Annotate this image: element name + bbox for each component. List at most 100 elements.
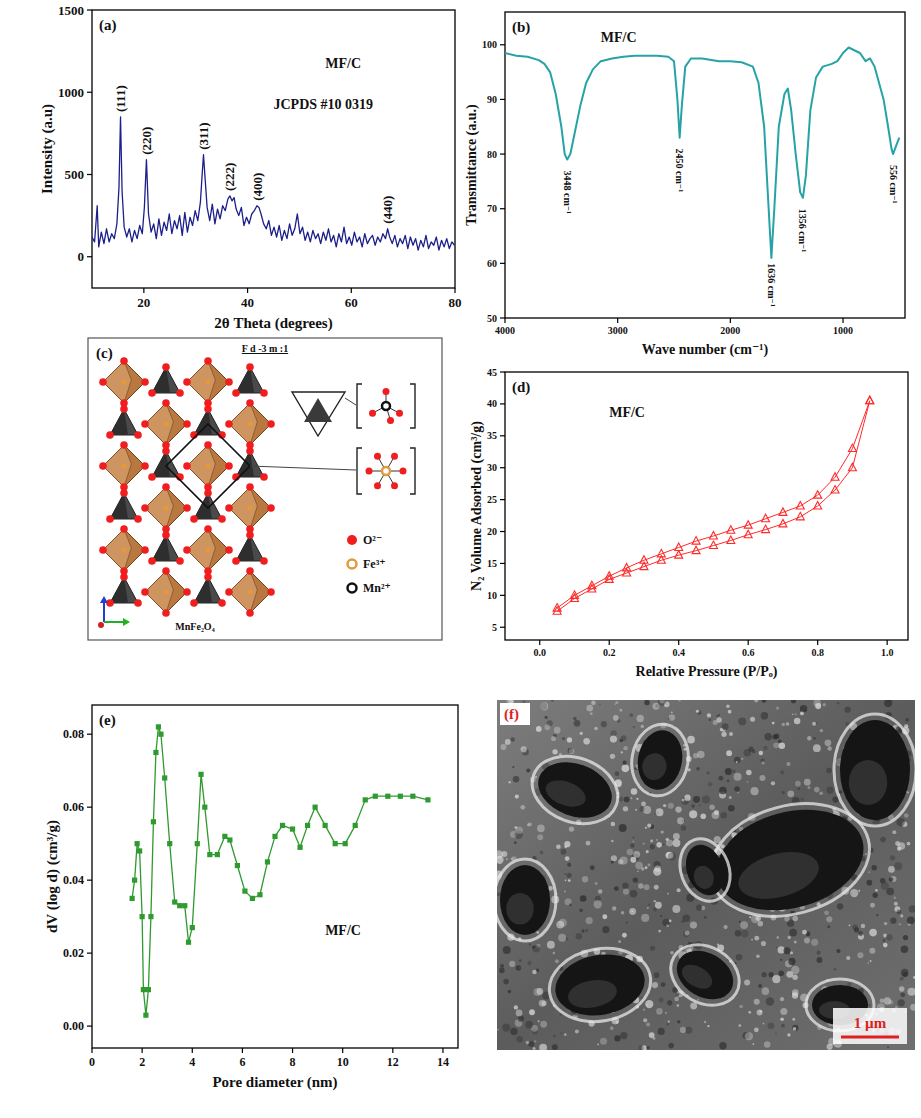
sem-grain xyxy=(886,934,893,941)
data-area xyxy=(130,724,431,1017)
sem-grain xyxy=(568,879,571,882)
sem-grain xyxy=(645,866,648,869)
pore-rim xyxy=(544,941,657,1030)
tetrahedron xyxy=(110,577,138,603)
peak-label: (311) xyxy=(196,122,211,149)
sem-grain xyxy=(748,1011,751,1014)
sem-grain xyxy=(766,997,774,1005)
marker xyxy=(130,896,135,901)
tetrahedron xyxy=(152,367,180,393)
x-tick xyxy=(617,318,618,323)
sem-grain xyxy=(525,1021,533,1029)
sem-grain xyxy=(576,933,583,940)
sem-grain xyxy=(880,837,886,843)
tetrahedron xyxy=(194,409,222,435)
sem-grain xyxy=(747,781,749,783)
sem-grain xyxy=(621,911,624,914)
sem-grain xyxy=(637,870,639,872)
sem-grain xyxy=(573,717,576,720)
marker xyxy=(744,521,752,529)
octahedron xyxy=(103,529,145,571)
fe-atom xyxy=(122,464,127,469)
sem-grain xyxy=(650,844,655,849)
sem-grain xyxy=(894,902,898,906)
sem-grain xyxy=(621,735,627,741)
y-tick xyxy=(500,403,505,404)
sem-grain xyxy=(794,941,797,944)
x-tick xyxy=(142,1048,143,1053)
x-tick xyxy=(842,318,843,323)
panel-letter: (d) xyxy=(512,379,530,396)
sem-grain xyxy=(529,944,531,946)
sem-grain xyxy=(527,961,531,965)
sem-grain xyxy=(586,917,593,924)
sem-grain xyxy=(716,715,718,717)
sem-grain xyxy=(677,888,681,892)
sem-grain xyxy=(614,1035,620,1041)
sem-grain xyxy=(909,905,915,912)
sem-grain xyxy=(754,999,760,1005)
sem-grain xyxy=(532,945,540,953)
sem-grain xyxy=(892,830,896,834)
x-tick-label: 10 xyxy=(337,1055,349,1069)
y-tick-label: 45 xyxy=(487,367,497,378)
mn-atom xyxy=(382,402,390,410)
sem-grain xyxy=(675,806,681,812)
sem-grain xyxy=(800,705,807,712)
x-tick xyxy=(539,640,540,645)
marker xyxy=(762,514,770,522)
o-atom xyxy=(232,557,240,565)
sem-grain xyxy=(668,803,674,809)
octahedron xyxy=(187,445,229,487)
sem-grain xyxy=(547,941,555,949)
data-area xyxy=(92,117,454,250)
panel-letter: (b) xyxy=(512,19,530,36)
sem-grain xyxy=(654,866,661,873)
sem-grain xyxy=(740,921,748,929)
sem-grain xyxy=(539,1000,546,1007)
sem-grain xyxy=(689,810,697,818)
x-tick xyxy=(247,288,248,293)
sem-grain xyxy=(633,836,635,838)
octahedron-face xyxy=(145,571,173,613)
sem-grain xyxy=(567,737,572,742)
tetrahedron xyxy=(236,535,264,561)
sem-grain xyxy=(696,710,699,713)
sem-grain xyxy=(865,853,867,855)
sem-grain xyxy=(680,1027,686,1033)
tetrahedron xyxy=(194,577,222,603)
sem-grain xyxy=(532,970,536,974)
sem-grain xyxy=(778,970,784,976)
sem-grain xyxy=(644,700,650,705)
sem-grain xyxy=(823,703,826,706)
sem-grain xyxy=(788,936,791,939)
pore xyxy=(530,753,619,828)
sem-grain xyxy=(729,796,732,799)
sem-grain xyxy=(795,781,801,787)
callout-triangle xyxy=(292,392,345,436)
marker xyxy=(657,549,665,557)
sem-grain xyxy=(663,804,666,807)
y-tick-label: 10 xyxy=(487,590,497,601)
marker xyxy=(831,473,839,481)
sem-grain xyxy=(508,990,512,994)
sem-grain xyxy=(611,861,614,864)
marker xyxy=(398,794,403,799)
o-atom xyxy=(267,420,275,428)
x-tick-label: 40 xyxy=(241,295,254,310)
marker xyxy=(135,841,140,846)
sem-grain xyxy=(780,958,783,961)
sem-grain xyxy=(610,1026,614,1030)
sem-grain xyxy=(667,1000,672,1005)
sem-grain xyxy=(820,729,823,732)
sem-grain xyxy=(750,717,755,722)
bracket xyxy=(410,448,415,494)
marker xyxy=(363,797,368,802)
marker xyxy=(257,892,262,897)
y-tick xyxy=(87,953,92,954)
sem-grain xyxy=(497,856,504,864)
sem-grain xyxy=(669,920,672,923)
marker xyxy=(866,396,874,404)
tetrahedron-face xyxy=(152,367,170,393)
sem-grain xyxy=(565,856,570,861)
